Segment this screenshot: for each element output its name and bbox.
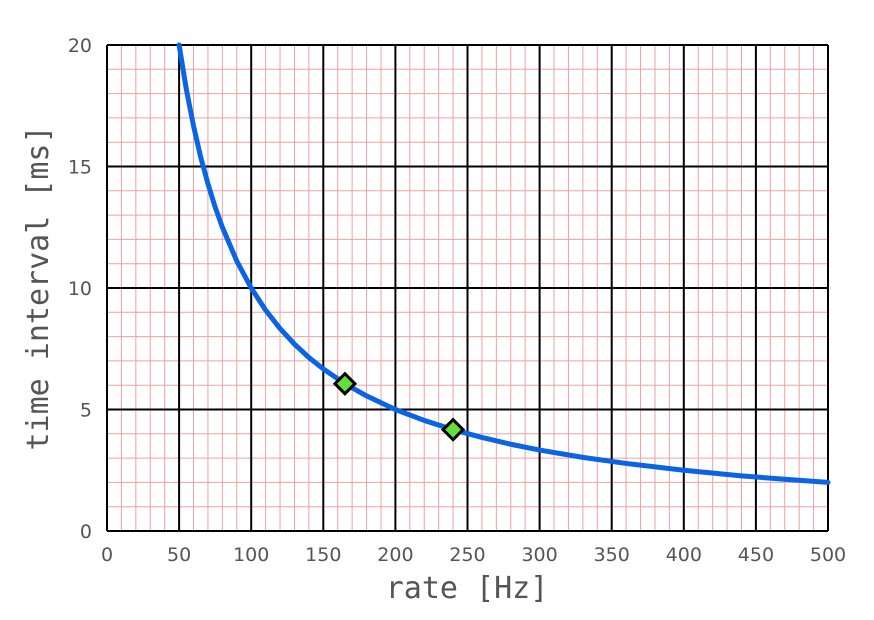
x-tick-label: 350 <box>594 544 630 566</box>
y-tick-label: 5 <box>80 400 92 422</box>
series-layer <box>176 42 831 485</box>
series-line <box>176 42 831 485</box>
major-grid <box>106 44 829 532</box>
x-tick-label: 400 <box>666 544 702 566</box>
x-tick-label: 50 <box>167 544 191 566</box>
x-tick-label: 450 <box>738 544 774 566</box>
y-axis-label: time interval [ms] <box>21 125 56 450</box>
y-tick-label: 15 <box>68 157 92 179</box>
x-axis-label: rate [Hz] <box>386 571 549 606</box>
y-tick-label: 10 <box>68 278 92 300</box>
x-tick-label: 150 <box>305 544 341 566</box>
x-tick-label: 200 <box>377 544 413 566</box>
data-point-marker <box>440 417 466 442</box>
x-tick-label: 0 <box>101 544 113 566</box>
x-tick-label: 300 <box>521 544 557 566</box>
x-tick-labels: 0 50 100 150 200 250 300 350 400 450 500 <box>101 544 846 566</box>
y-tick-label: 20 <box>68 35 92 57</box>
y-tick-label: 0 <box>80 521 92 543</box>
data-point-marker <box>332 371 358 396</box>
x-tick-label: 500 <box>810 544 846 566</box>
x-tick-label: 100 <box>233 544 269 566</box>
y-tick-labels: 0 5 10 15 20 <box>68 35 92 543</box>
x-tick-label: 250 <box>449 544 485 566</box>
